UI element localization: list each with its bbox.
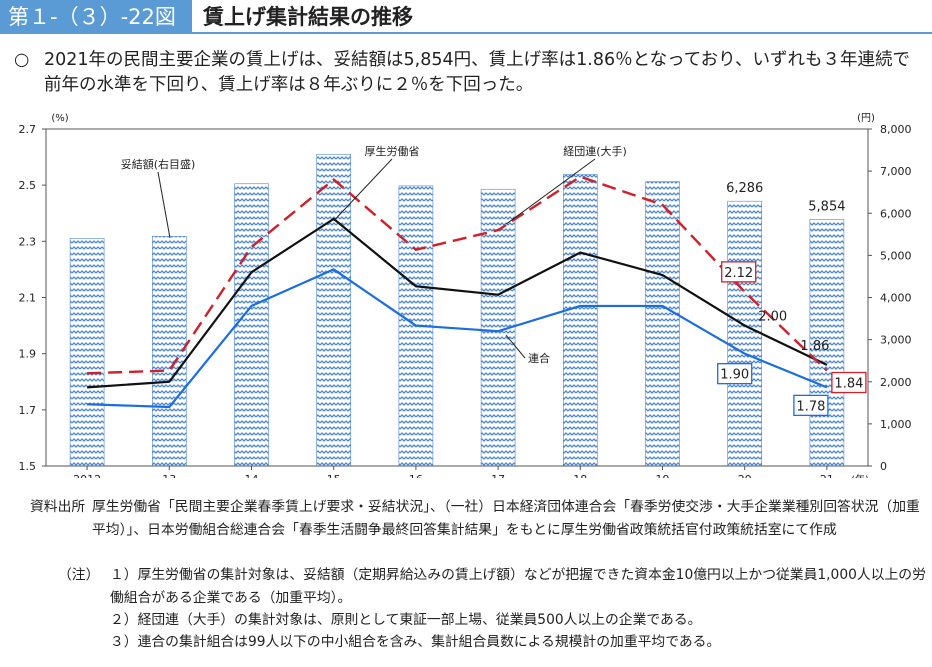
legend-callout-keidanren-leader [505,158,596,225]
x-axis-tick-label: 13 [162,473,176,478]
x-axis-tick-label: 21 [820,473,834,478]
bar-13 [152,236,187,467]
x-axis-unit: (年) [851,473,869,478]
x-axis-tick-label: 16 [409,473,423,478]
annotation-1.86: 1.86 [800,339,829,354]
figure-header: 第１-（３）-22図 賃上げ集計結果の推移 [0,0,932,34]
legend-callout-bars-leader [157,171,171,239]
annotation-2.00: 2.00 [758,310,787,325]
lead-paragraph: ○ 2021年の民間主要企業の賃上げは、妥結額は5,854円、賃上げ率は1.86… [14,48,919,98]
left-axis-tick-label: 2.5 [19,179,37,192]
right-axis-tick-label: 1,000 [880,418,912,431]
right-axis-tick-label: 4,000 [880,292,912,305]
legend-callout-mhlw-leader [333,158,393,222]
note-label: （注） [58,567,100,583]
annotation-box-2.12 [721,261,757,283]
wage-increase-chart: 6,286 5,854 妥結額(右目盛) 厚生労働省 経団連(大手) 連合 2.12 2.00… [19,113,912,478]
bar-21 [809,219,845,467]
right-axis-tick-label: 8,000 [880,123,912,136]
bar-14 [234,183,269,467]
annotation-box-1.90 [717,363,753,385]
left-axis-tick-label: 1.5 [19,460,37,473]
annotation-2.12: 2.12 [724,266,753,281]
bar-18 [562,174,598,467]
note-item-2: ２）経団連（大手）の集計対象は、原則として東証一部上場、従業員500人以上の企業… [110,612,702,628]
annotation-1.84: 1.84 [834,377,863,392]
right-axis-tick-label: 2,000 [880,376,912,389]
annotation-box-1.78 [793,394,829,417]
source-text: 厚生労働省「民間主要企業春季賃上げ要求・妥結状況」、（一社）日本経済団体連合会「… [92,499,920,538]
left-axis-tick-label: 2.1 [19,292,37,305]
legend-callout-rengo-leader [505,334,526,359]
note-item-3: ３）連合の集計組合は99人以下の中小組合を含み、集計組合員数による規模計の加重平… [110,634,721,650]
x-axis-tick-label: 2012 [73,473,101,478]
annotation-1.78: 1.78 [796,399,825,414]
series-line-連合 [87,268,828,409]
legend-callout-keidanren: 経団連(大手) [563,144,627,158]
annotation-box-1.84 [831,371,867,394]
right-axis-tick-label: 3,000 [880,334,912,347]
bar-19 [645,181,680,467]
bar-20 [727,200,763,467]
figure-number: 第１-（３）-22図 [0,0,192,34]
note-item-1: １）厚生労働省の集計対象は、妥結額（定期昇給込みの賃上げ額）などが把握できた資本… [110,567,926,606]
figure-title: 賃上げ集計結果の推移 [203,5,413,29]
bar-value-label-21: 5,854 [808,199,845,214]
right-axis-tick-label: 0 [880,460,887,473]
left-axis-tick-label: 1.9 [19,348,37,361]
legend-callout-rengo: 連合 [528,351,550,365]
lead-bullet: ○ [14,50,30,70]
right-axis-tick-label: 5,000 [880,249,912,262]
bar-2012 [69,238,105,467]
right-axis-tick-label: 7,000 [880,165,912,178]
x-axis-tick-label: 14 [245,473,259,478]
left-axis-tick-label: 2.7 [19,123,37,136]
legend-callout-mhlw: 厚生労働省 [365,144,420,158]
series-line-厚生労働省 [87,217,828,389]
right-axis-tick-label: 6,000 [880,207,912,220]
left-axis-tick-label: 1.7 [19,404,37,417]
annotation-1.90: 1.90 [720,368,749,383]
series-line-経団連(大手) [87,175,828,375]
left-axis-unit: (%) [51,113,68,124]
x-axis-tick-label: 20 [738,473,752,478]
x-axis-tick-label: 15 [327,473,341,478]
legend-callout-bars: 妥結額(右目盛) [121,157,196,171]
bar-value-label-20: 6,286 [726,181,763,196]
source-label: 資料出所 [30,499,86,515]
lead-text: 2021年の民間主要企業の賃上げは、妥結額は5,854円、賃上げ率は1.86％と… [44,50,910,95]
left-axis-tick-label: 2.3 [19,235,37,248]
header-underline [192,32,932,34]
right-axis-unit: (円) [857,113,875,124]
x-axis-tick-label: 19 [656,473,670,478]
bar-15 [316,153,352,467]
x-axis-tick-label: 18 [573,473,587,478]
x-axis-tick-label: 17 [491,473,505,478]
